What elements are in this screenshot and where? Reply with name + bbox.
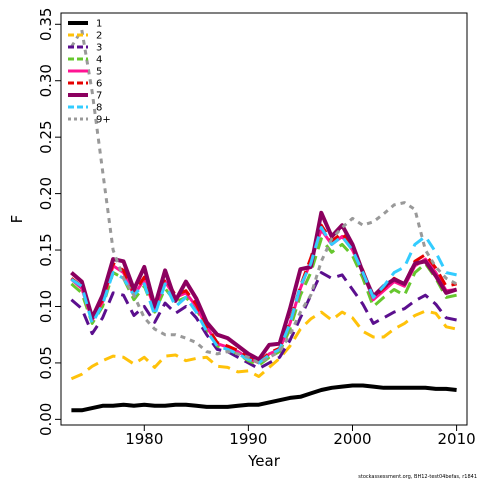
series-line-2 xyxy=(70,309,457,381)
legend-label: 6 xyxy=(96,79,102,90)
series-line-4 xyxy=(70,237,457,367)
series-line-3 xyxy=(70,271,457,371)
x-tick-label: 1980 xyxy=(125,430,163,448)
plot-frame xyxy=(60,12,468,426)
y-tick-label: 0.20 xyxy=(37,177,55,210)
footnote: stockassessment.org, BH12-test04befas, r… xyxy=(358,474,477,480)
legend-label: 1 xyxy=(96,19,102,30)
legend-label: 9+ xyxy=(96,115,111,126)
y-tick-label: 0.05 xyxy=(37,346,55,379)
y-tick-label: 0.00 xyxy=(37,403,55,436)
y-tick-label: 0.35 xyxy=(37,8,55,41)
x-axis: 1980 1990 2000 2010 xyxy=(125,425,476,448)
legend-label: 5 xyxy=(96,67,102,78)
y-tick-label: 0.25 xyxy=(37,120,55,153)
y-axis-title: F xyxy=(8,215,26,224)
series-lines xyxy=(70,28,458,413)
y-tick-label: 0.15 xyxy=(37,233,55,266)
legend-label: 2 xyxy=(96,31,102,42)
legend-label: 8 xyxy=(96,103,102,114)
series-line-5 xyxy=(70,228,457,365)
y-tick-label: 0.10 xyxy=(37,290,55,323)
x-tick-label: 1990 xyxy=(229,430,267,448)
series-line-6 xyxy=(70,223,457,365)
series-line-8 xyxy=(70,226,457,365)
legend-label: 4 xyxy=(96,55,102,66)
x-tick-label: 2000 xyxy=(333,430,371,448)
x-axis-title: Year xyxy=(247,452,281,470)
y-axis: 0.00 0.05 0.10 0.15 0.20 0.25 0.30 0.35 xyxy=(37,8,61,436)
y-tick-label: 0.30 xyxy=(37,64,55,97)
series-line-7 xyxy=(70,210,458,362)
legend-label: 3 xyxy=(96,43,102,54)
series-line-1 xyxy=(71,383,457,413)
x-tick-label: 2010 xyxy=(437,430,475,448)
series-line-9plus xyxy=(70,28,458,365)
legend-label: 7 xyxy=(96,91,102,102)
